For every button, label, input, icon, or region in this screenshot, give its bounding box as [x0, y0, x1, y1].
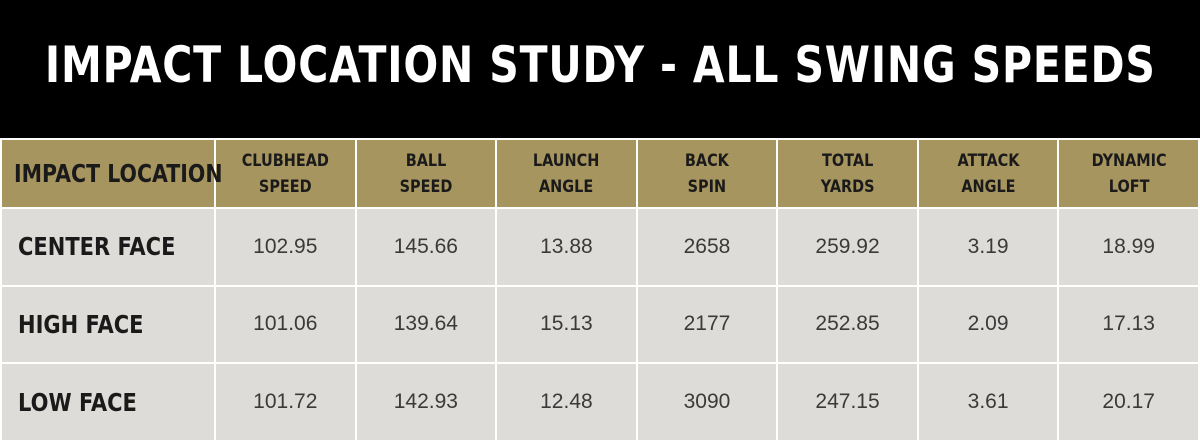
header-impact-location: IMPACT LOCATION: [2, 140, 222, 207]
impact-location-table: IMPACT LOCATION CLUBHEAD SPEED BALL SPEED …: [0, 138, 1200, 442]
header-line2: YARDS: [820, 176, 875, 197]
header-clubhead-speed: CLUBHEAD SPEED: [216, 140, 355, 207]
header-impact-location-label: IMPACT LOCATION: [14, 158, 223, 188]
table-cell: 142.93: [356, 364, 496, 440]
header-line2: SPEED: [399, 176, 453, 197]
row-label-text: LOW FACE: [18, 387, 137, 417]
table-row-high-face: HIGH FACE 101.06 139.64 15.13 2177 252.8…: [2, 286, 1198, 363]
title-bar: IMPACT LOCATION STUDY - ALL SWING SPEEDS: [0, 0, 1200, 138]
row-label: LOW FACE: [2, 364, 214, 440]
header-back-spin: BACK SPIN: [637, 140, 777, 207]
row-label: HIGH FACE: [2, 286, 214, 363]
header-line1: CLUBHEAD: [241, 150, 329, 171]
table-row-low-face: LOW FACE 101.72 142.93 12.48 3090 247.15…: [2, 364, 1198, 440]
table-cell: 252.85: [778, 286, 917, 363]
table-cell: 3.61: [918, 364, 1058, 440]
header-line1: TOTAL: [821, 150, 874, 171]
header-total-yards: TOTAL YARDS: [778, 140, 917, 207]
header-line2: SPIN: [687, 176, 727, 197]
row-label-text: HIGH FACE: [18, 309, 144, 339]
header-line1: ATTACK: [957, 150, 1020, 171]
header-line2: SPEED: [258, 176, 312, 197]
table-cell: 2.09: [918, 286, 1058, 363]
table-cell: 101.72: [216, 364, 355, 440]
header-row: IMPACT LOCATION CLUBHEAD SPEED BALL SPEED …: [2, 140, 1198, 207]
table-cell: 12.48: [497, 364, 636, 440]
table-cell: 2658: [637, 209, 777, 285]
table-cell: 101.06: [216, 286, 355, 363]
header-launch-angle: LAUNCH ANGLE: [497, 140, 636, 207]
table-cell: 247.15: [778, 364, 917, 440]
header-line1: DYNAMIC: [1091, 150, 1167, 171]
table-cell: 18.99: [1059, 209, 1198, 285]
header-ball-speed: BALL SPEED: [356, 140, 496, 207]
header-line1: BACK: [684, 150, 729, 171]
header-line1: LAUNCH: [533, 150, 600, 171]
table-cell: 2177: [637, 286, 777, 363]
table-cell: 17.13: [1059, 286, 1198, 363]
table-cell: 259.92: [778, 209, 917, 285]
header-dynamic-loft: DYNAMIC LOFT: [1059, 140, 1198, 207]
header-line2: ANGLE: [539, 176, 594, 197]
table-cell: 139.64: [356, 286, 496, 363]
header-attack-angle: ATTACK ANGLE: [918, 140, 1058, 207]
table-cell: 20.17: [1059, 364, 1198, 440]
table-cell: 3.19: [918, 209, 1058, 285]
page-title: IMPACT LOCATION STUDY - ALL SWING SPEEDS: [44, 36, 1156, 94]
table-cell: 15.13: [497, 286, 636, 363]
table-cell: 145.66: [356, 209, 496, 285]
header-line2: ANGLE: [960, 176, 1016, 197]
header-line1: BALL: [405, 150, 447, 171]
table-row-center-face: CENTER FACE 102.95 145.66 13.88 2658 259…: [2, 209, 1198, 285]
row-label-text: CENTER FACE: [18, 232, 176, 262]
header-line2: LOFT: [1108, 176, 1150, 197]
row-label: CENTER FACE: [2, 209, 214, 285]
table-cell: 102.95: [216, 209, 355, 285]
table-cell: 3090: [637, 364, 777, 440]
table-cell: 13.88: [497, 209, 636, 285]
